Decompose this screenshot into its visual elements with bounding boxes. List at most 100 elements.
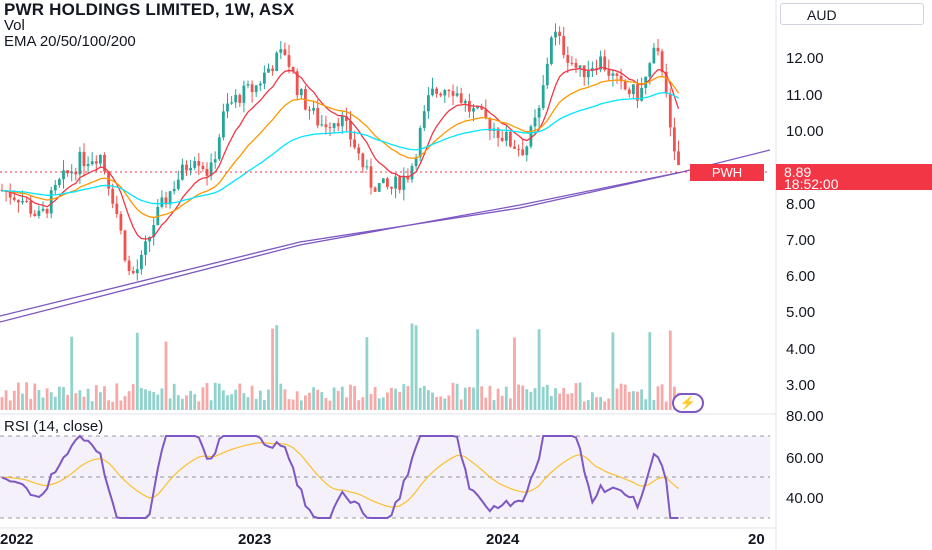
candle-body [111, 188, 115, 204]
volume-bar [611, 332, 615, 410]
candle-body [316, 107, 320, 126]
candle-body [62, 170, 65, 180]
volume-bar [41, 397, 45, 410]
price-tick: 5.00 [786, 304, 816, 321]
candle-body [566, 55, 570, 63]
time-tick: 2024 [486, 531, 520, 548]
volume-bar [545, 384, 549, 410]
price-tick: 8.00 [786, 196, 816, 213]
volume-bar [160, 388, 164, 410]
candle-body [217, 137, 221, 160]
candle-body [373, 187, 377, 192]
volume-bar [521, 385, 525, 410]
candle-body [99, 154, 102, 164]
volume-bar [144, 389, 147, 410]
candle-body [431, 88, 434, 96]
rsi-label[interactable]: RSI (14, close) [4, 418, 104, 435]
volume-bar [205, 383, 209, 410]
candle-body [619, 75, 623, 82]
volume-bar [509, 398, 512, 410]
volume-label[interactable]: Vol [4, 17, 25, 34]
candle-body [78, 151, 82, 175]
candle-body [189, 167, 192, 171]
volume-bar [533, 388, 537, 410]
candle-body [164, 197, 168, 205]
lightning-icon[interactable]: ⚡ [672, 393, 704, 413]
candle-body [340, 116, 344, 127]
volume-bar [172, 383, 176, 410]
volume-bar [648, 332, 652, 410]
candle-body [53, 184, 57, 191]
volume-bar [529, 391, 533, 410]
volume-bar [603, 401, 607, 410]
candle-body [320, 124, 324, 126]
volume-bar [513, 337, 516, 410]
candle-body [599, 56, 602, 70]
candle-body [521, 149, 525, 156]
candle-body [17, 199, 20, 203]
candle-body [459, 93, 463, 104]
candle-body [90, 161, 94, 165]
volume-bar [271, 328, 274, 410]
chart-header: PWR HOLDINGS LIMITED, 1W, ASX Vol EMA 20… [4, 0, 295, 50]
volume-bar [586, 400, 590, 410]
volume-bar [455, 383, 459, 410]
volume-bar [402, 384, 406, 410]
ema-label[interactable]: EMA 20/50/100/200 [4, 33, 136, 50]
volume-bar [74, 393, 78, 410]
volume-bar [627, 391, 631, 410]
volume-bar [140, 387, 143, 410]
volume-bar [4, 390, 8, 410]
candle-body [455, 93, 459, 96]
volume-bar [324, 397, 328, 410]
currency-button[interactable]: AUD [780, 3, 924, 25]
candle-body [238, 94, 242, 103]
price-tick: 12.00 [786, 50, 824, 67]
candle-body [336, 123, 340, 127]
volume-bar [45, 388, 49, 410]
symbol-title[interactable]: PWR HOLDINGS LIMITED, 1W, ASX [4, 0, 295, 19]
candle-body [480, 106, 484, 110]
candle-body [312, 107, 315, 111]
candle-body [222, 111, 225, 138]
candle-body [230, 102, 233, 104]
candle-body [537, 107, 541, 118]
volume-bar [58, 386, 61, 410]
ema-line [1, 66, 680, 240]
candle-body [402, 175, 406, 190]
candle-body [586, 71, 590, 78]
candle-body [545, 63, 549, 86]
candle-body [513, 146, 516, 149]
candle-body [648, 63, 652, 77]
volume-bar [267, 389, 270, 410]
candle-body [517, 148, 520, 150]
volume-bar [254, 398, 258, 410]
volume-bar [578, 382, 582, 410]
volume-bar [517, 384, 520, 410]
volume-bar [53, 396, 57, 410]
volume-bar [668, 330, 672, 410]
candle-body [632, 84, 635, 95]
volume-bar [484, 397, 488, 410]
volume-bar [197, 401, 201, 410]
price-tick: 4.00 [786, 341, 816, 358]
volume-bar [217, 383, 221, 410]
volume-bar [189, 390, 192, 410]
volume-bar [463, 387, 467, 410]
candle-body [287, 55, 291, 67]
candle-body [562, 35, 566, 56]
candle-body [66, 170, 69, 174]
candle-body [627, 89, 631, 95]
volume-bar [33, 383, 37, 410]
volume-bar [70, 336, 74, 410]
time-tick: 20 [748, 531, 765, 548]
volume-bar [201, 387, 205, 410]
candle-body [41, 208, 45, 211]
candle-body [427, 95, 430, 112]
candle-body [668, 93, 672, 128]
volume-bar [504, 386, 508, 410]
candle-body [463, 100, 467, 104]
volume-bar [250, 385, 254, 410]
candle-body [127, 260, 131, 272]
